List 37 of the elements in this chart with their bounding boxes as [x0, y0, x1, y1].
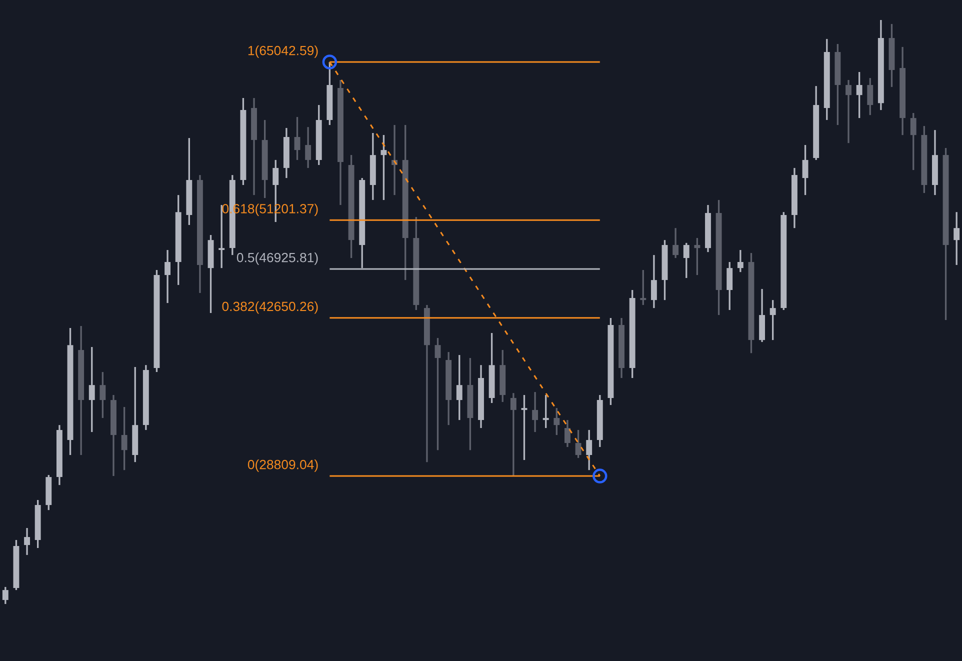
- ref-line-label: 0.5(46925.81): [236, 252, 318, 265]
- candlestick: [2, 586, 8, 605]
- candlestick: [164, 249, 171, 304]
- candlestick: [650, 254, 657, 309]
- candlestick: [88, 346, 95, 433]
- candlestick: [802, 144, 808, 196]
- candlestick: [910, 112, 916, 171]
- ref-line-label: 0.382(42650.26): [222, 301, 318, 314]
- candlestick: [521, 394, 528, 461]
- candlestick: [305, 126, 312, 169]
- candlestick: [954, 211, 960, 266]
- candlestick: [726, 261, 733, 311]
- candlestick: [456, 354, 462, 421]
- candlestick: [542, 394, 549, 429]
- candlestick: [532, 391, 538, 433]
- candlestick: [737, 249, 744, 273]
- candlestick: [867, 77, 874, 116]
- candlestick: [100, 371, 106, 419]
- candlestick: [434, 337, 441, 451]
- ref-line-label: 1(65042.59): [248, 46, 318, 58]
- candlestick: [575, 429, 582, 459]
- candlestick: [640, 269, 646, 306]
- candlestick: [510, 392, 516, 477]
- candlestick: [564, 419, 570, 448]
- ref-line-label: 0(28809.04): [248, 460, 318, 472]
- candlestick: [694, 237, 700, 276]
- candlestick: [856, 71, 862, 119]
- candlestick: [554, 407, 560, 436]
- candlestick: [294, 116, 300, 161]
- candlestick: [846, 79, 852, 144]
- candlestick: [770, 299, 776, 341]
- candlestick: [380, 134, 387, 201]
- candlestick: [586, 429, 592, 471]
- candlestick: [683, 242, 690, 279]
- candlestick: [121, 406, 128, 471]
- candlestick: [24, 527, 30, 556]
- candlestick: [672, 227, 679, 259]
